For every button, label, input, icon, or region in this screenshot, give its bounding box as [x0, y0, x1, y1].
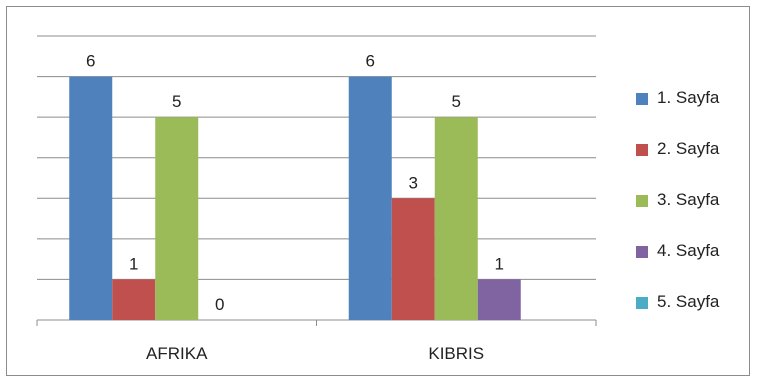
category-label: KIBRIS: [428, 344, 484, 363]
data-label: 3: [409, 173, 418, 192]
data-label: 0: [215, 295, 224, 314]
legend-label: 5. Sayfa: [657, 292, 720, 311]
data-label: 5: [452, 92, 461, 111]
data-label: 1: [495, 254, 504, 273]
data-label: 6: [86, 52, 95, 71]
legend-swatch: [636, 297, 648, 309]
bar: [391, 198, 435, 320]
bar: [477, 279, 521, 320]
legend-label: 4. Sayfa: [657, 241, 720, 260]
bar: [155, 117, 199, 321]
legend-label: 1. Sayfa: [657, 88, 720, 107]
bar: [434, 117, 478, 321]
data-label: 1: [129, 254, 138, 273]
legend-swatch: [636, 195, 648, 207]
data-label: 5: [172, 92, 181, 111]
legend-label: 2. Sayfa: [657, 139, 720, 158]
legend-swatch: [636, 144, 648, 156]
bar: [348, 76, 392, 320]
category-label: AFRIKA: [146, 344, 208, 363]
legend-swatch: [636, 246, 648, 258]
bar: [69, 76, 113, 320]
data-label: 6: [366, 52, 375, 71]
legend-label: 3. Sayfa: [657, 190, 720, 209]
bar: [112, 279, 156, 320]
legend-swatch: [636, 93, 648, 105]
